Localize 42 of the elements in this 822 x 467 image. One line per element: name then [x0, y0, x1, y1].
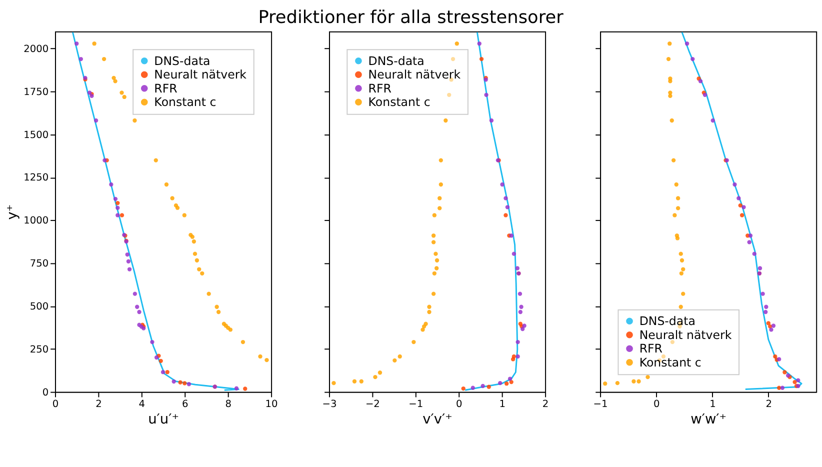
x-axis-title: w′w′⁺ — [690, 412, 727, 428]
y-tick-label: 1250 — [24, 172, 49, 184]
y-tick-label: 250 — [30, 344, 49, 356]
x-tick-label: 1 — [499, 399, 506, 410]
x-tick-label: −1 — [408, 399, 424, 410]
y-axis-title: y⁺ — [4, 204, 21, 220]
x-tick-label: 2 — [96, 399, 102, 410]
x-tick-label: 0 — [654, 399, 660, 410]
y-tick-label: 2000 — [24, 44, 49, 56]
legend-label: Neuralt nätverk — [154, 68, 247, 82]
legend-label: Konstant c — [154, 95, 216, 110]
y-tick-label: 1000 — [24, 216, 49, 227]
legend-label: Konstant c — [639, 355, 702, 370]
legend-label: RFR — [368, 81, 392, 96]
legend-label: RFR — [154, 81, 178, 96]
x-tick-label: 4 — [138, 399, 146, 410]
x-tick-label: 6 — [182, 399, 188, 410]
x-axis-title: v′v′⁺ — [422, 412, 452, 428]
y-tick-label: 0 — [42, 387, 49, 398]
x-tick-label: 10 — [265, 399, 278, 410]
legend-label: DNS-data — [368, 54, 424, 68]
x-tick-label: −3 — [322, 399, 337, 410]
x-tick-label: 2 — [766, 399, 772, 410]
legend-label: Neuralt nätverk — [639, 328, 732, 342]
legend-label: DNS-data — [154, 54, 210, 68]
chart-title: Prediktioner för alla stresstensorer — [258, 8, 564, 28]
y-tick-label: 500 — [30, 301, 49, 312]
x-tick-label: 0 — [52, 399, 59, 410]
y-tick-label: 1500 — [24, 130, 49, 141]
y-tick-label: 1750 — [24, 86, 49, 98]
legend-label: DNS-data — [639, 314, 696, 328]
x-tick-label: −1 — [593, 399, 608, 410]
x-tick-label: 0 — [456, 399, 462, 410]
x-tick-label: 8 — [225, 399, 232, 410]
x-axis-title: u′u′⁺ — [148, 412, 179, 428]
x-tick-label: −2 — [365, 399, 380, 410]
x-tick-label: 2 — [542, 399, 549, 410]
y-tick-label: 750 — [30, 258, 49, 270]
legend-label: Konstant c — [368, 95, 430, 110]
x-tick-label: 1 — [710, 399, 716, 410]
legend-label: Neuralt nätverk — [368, 68, 461, 82]
legend-label: RFR — [639, 342, 662, 356]
